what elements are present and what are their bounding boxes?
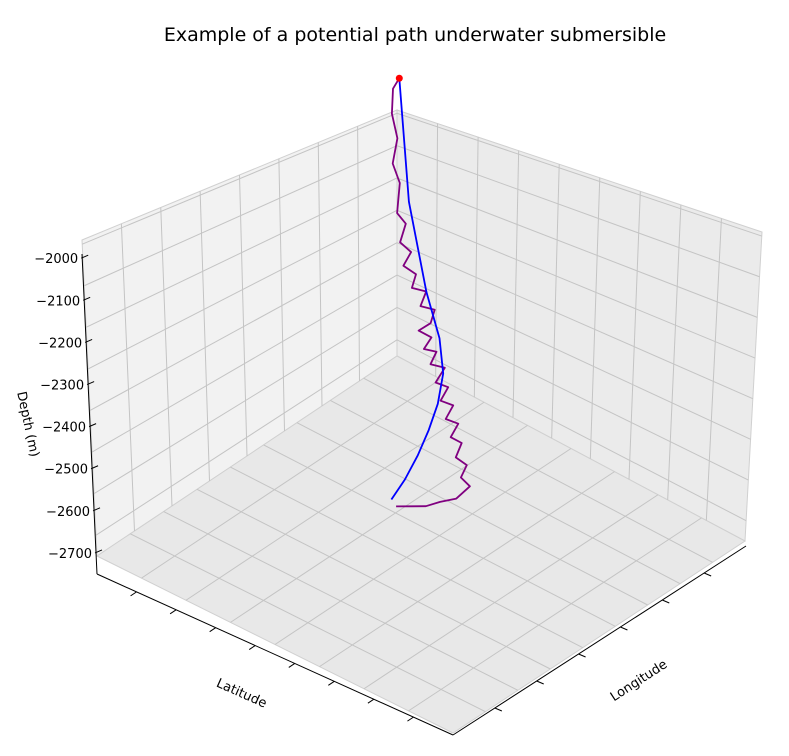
- y-tick: [407, 716, 414, 722]
- y-grid-line: [199, 191, 210, 482]
- x-grid-line: [435, 123, 439, 377]
- x-grid-line: [705, 218, 722, 521]
- x-tick: [494, 707, 503, 712]
- x-grid-line: [512, 150, 520, 418]
- z-tick: [92, 507, 101, 512]
- y-tick: [130, 591, 137, 597]
- z-tick-label: −2200: [38, 336, 82, 351]
- z-tick: [86, 381, 95, 385]
- z-tick-label: −2400: [42, 421, 86, 436]
- z-tick-label: −2700: [48, 547, 92, 562]
- floor-grid-line: [130, 533, 486, 713]
- floor-grid-line: [363, 494, 659, 690]
- x-axis-line: [452, 545, 747, 736]
- axis-lines: [81, 253, 747, 736]
- y-tick: [367, 698, 375, 704]
- x-axis-label: Longitude: [608, 657, 670, 705]
- z-tick-labels: −2000 −2100 −2200 −2300 −2400 −2500 −2600 −2700: [34, 252, 92, 562]
- axes-panes: [81, 109, 763, 734]
- series-layer: [390, 74, 471, 508]
- z-tick: [88, 423, 97, 428]
- z-tick: [94, 549, 103, 554]
- x-tick: [578, 653, 586, 658]
- z-tick: [84, 338, 93, 343]
- z-tick: [81, 254, 89, 259]
- floor-grid-line: [296, 422, 648, 606]
- x-grid-line: [589, 177, 601, 459]
- y-tick: [288, 663, 296, 668]
- y-tick: [328, 680, 335, 686]
- z-tick: [82, 296, 91, 301]
- floor-grid-line: [196, 488, 551, 670]
- floor-grid-line: [230, 424, 528, 623]
- y-grid-line: [120, 223, 135, 532]
- floor-grid-line: [185, 401, 485, 601]
- direct-route-line: [390, 78, 445, 501]
- y-tick: [248, 645, 256, 650]
- y-grid-line: [317, 142, 323, 407]
- floor-grid-line: [319, 471, 615, 668]
- floor-grid-line: [230, 466, 584, 649]
- submersible-wander-path-line: [391, 77, 471, 508]
- z-tick-label: −2500: [44, 463, 88, 478]
- floor-grid-line: [274, 448, 572, 645]
- z-tick-label: −2100: [36, 294, 80, 309]
- floor-grid-line: [363, 377, 713, 563]
- floor-grid-line: [408, 517, 702, 712]
- floor-grid-line: [163, 511, 519, 691]
- z-tick-label: −2300: [40, 379, 84, 394]
- start-point-marker: [395, 74, 403, 82]
- floor-grid-line: [141, 378, 441, 579]
- x-tick: [536, 680, 544, 685]
- x-tick: [703, 572, 712, 577]
- floor-grid-line: [330, 400, 681, 585]
- z-axis-line: [81, 253, 98, 575]
- x-grid-line: [667, 204, 682, 500]
- y-tick: [169, 609, 177, 615]
- x-grid-line: [551, 164, 560, 439]
- y-axis-line: [96, 573, 454, 736]
- y-axis-label: Latitude: [214, 676, 269, 711]
- y-grid-line: [357, 126, 360, 382]
- z-tick-label: −2600: [46, 505, 90, 520]
- x-grid-line: [628, 191, 641, 480]
- z-axis-label: Depth (m): [13, 390, 42, 458]
- x-grid-line: [473, 137, 479, 398]
- chart-title: Example of a potential path underwater s…: [164, 24, 666, 46]
- y-grid-line: [160, 207, 173, 507]
- y-grid-line: [278, 158, 285, 432]
- y-grid-line: [239, 174, 248, 457]
- z-tick-label: −2000: [34, 252, 78, 267]
- y-tick: [209, 627, 216, 633]
- tick-marks: [81, 254, 712, 722]
- x-tick: [620, 626, 628, 631]
- z-tick: [90, 465, 99, 470]
- x-tick: [662, 599, 670, 604]
- floor-grid-line: [263, 444, 616, 627]
